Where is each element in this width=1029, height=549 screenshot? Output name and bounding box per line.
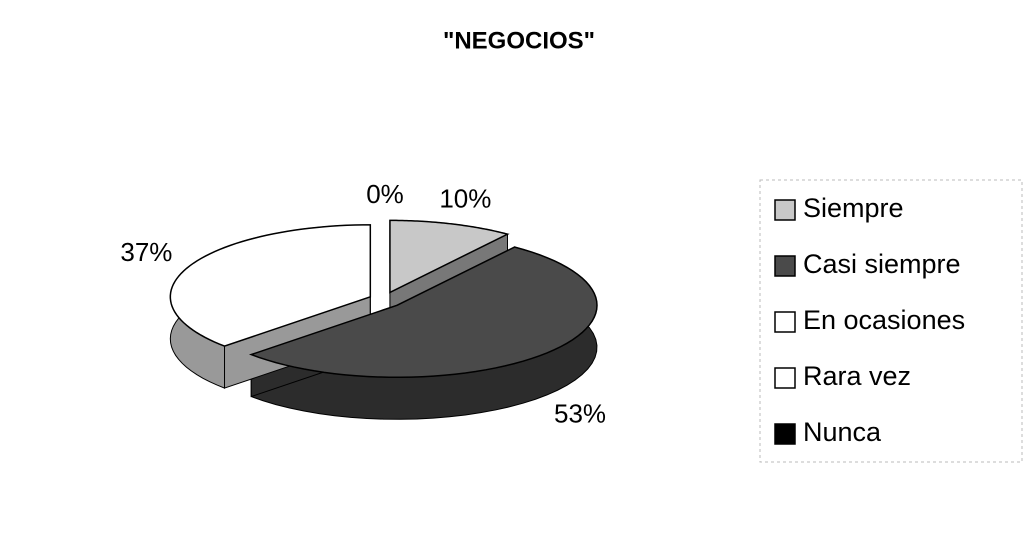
slice [248,246,598,379]
chart-title: "NEGOCIOS" [443,27,595,54]
legend-box [759,179,1023,463]
legend-swatch [774,255,796,277]
legend-label: Casi siempre [803,249,961,279]
legend-swatch [774,423,796,445]
data-label: 37% [120,237,172,267]
legend-swatch [774,367,796,389]
data-label: 53% [554,398,606,428]
data-label: 10% [439,184,491,214]
legend-swatch [774,199,796,221]
data-label: 0% [366,179,404,209]
slice [169,224,372,347]
legend-label: Siempre [803,193,904,223]
legend-label: Nunca [803,417,882,447]
legend-swatch [774,311,796,333]
slice [389,219,510,294]
legend-label: En ocasiones [803,305,965,335]
legend-label: Rara vez [803,361,911,391]
